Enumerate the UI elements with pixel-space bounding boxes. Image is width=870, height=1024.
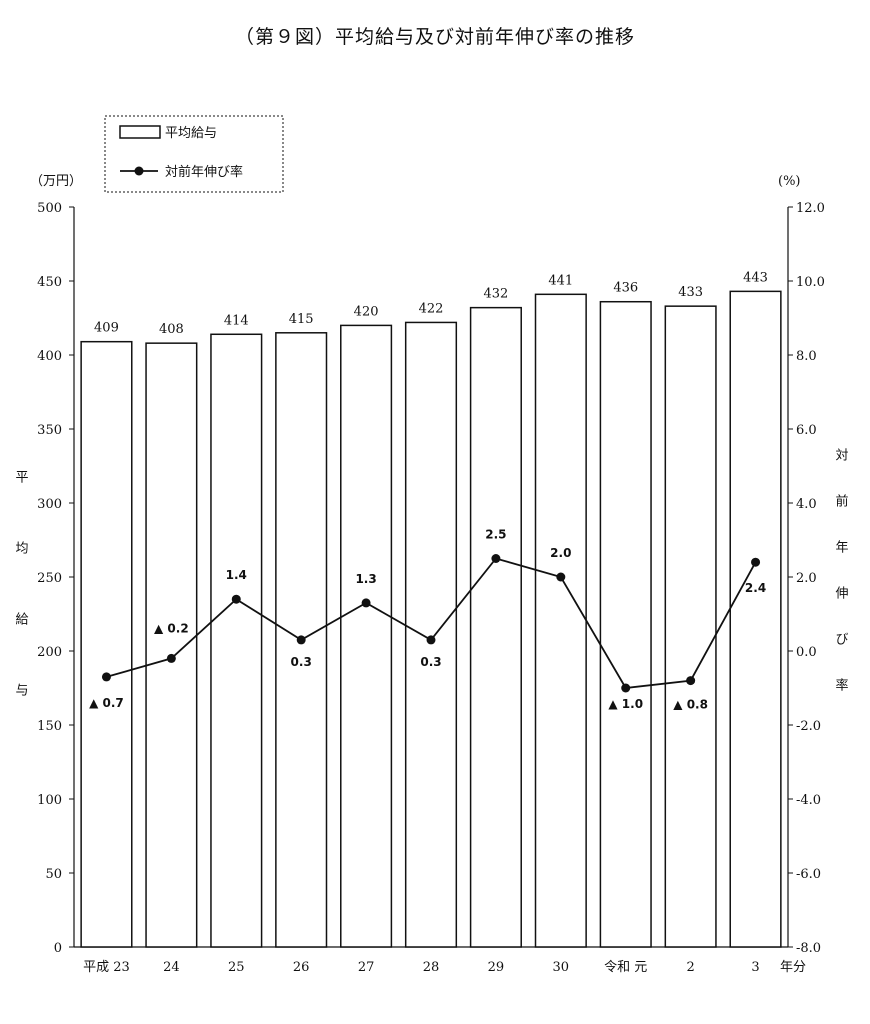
growth-value-label: 0.3 bbox=[420, 655, 441, 669]
bar-value-label: 443 bbox=[743, 270, 768, 285]
x-tick-label: 26 bbox=[293, 960, 310, 975]
right-tick-label: -2.0 bbox=[796, 719, 821, 734]
right-tick-label: 8.0 bbox=[796, 349, 817, 364]
growth-point bbox=[361, 598, 371, 608]
right-tick-label: -4.0 bbox=[796, 793, 821, 808]
growth-value-label: 1.4 bbox=[226, 568, 247, 582]
x-tick-label: 30 bbox=[553, 960, 570, 975]
bar-value-label: 415 bbox=[289, 312, 314, 327]
growth-point bbox=[556, 572, 566, 582]
growth-value-label: 1.3 bbox=[355, 572, 376, 586]
bars: 409 408 414 415 420 422 432 441 436 433 443 bbox=[80, 270, 782, 948]
x-tick-label: 2 bbox=[686, 960, 694, 975]
left-tick-label: 350 bbox=[37, 423, 62, 438]
growth-line: ▲ 0.7 ▲ 0.2 1.4 0.3 1.3 0.3 2.5 2.0 ▲ 1.0 ▲ 0.8 2.… bbox=[89, 528, 766, 712]
right-tick-label: 2.0 bbox=[796, 571, 817, 586]
left-axis-unit: （万円） bbox=[30, 174, 82, 189]
bar bbox=[534, 293, 587, 948]
growth-point bbox=[686, 676, 696, 686]
growth-value-label: ▲ 0.8 bbox=[673, 698, 708, 712]
growth-point bbox=[101, 672, 111, 682]
growth-value-label: 2.4 bbox=[745, 581, 766, 595]
bar-value-label: 441 bbox=[548, 273, 573, 288]
growth-point bbox=[426, 635, 436, 645]
legend-box bbox=[104, 115, 284, 193]
bar-value-label: 409 bbox=[94, 321, 119, 336]
x-tick-label: 24 bbox=[163, 960, 180, 975]
growth-value-label: ▲ 0.7 bbox=[89, 696, 124, 710]
left-tick-label: 200 bbox=[37, 645, 62, 660]
left-tick-label: 100 bbox=[37, 793, 62, 808]
growth-point bbox=[231, 594, 241, 604]
bar-value-label: 420 bbox=[354, 304, 379, 319]
growth-point bbox=[751, 557, 761, 567]
right-tick-label: 12.0 bbox=[796, 201, 825, 216]
left-tick-label: 0 bbox=[54, 941, 62, 956]
left-tick-label: 400 bbox=[37, 349, 62, 364]
legend-line-marker bbox=[134, 166, 144, 176]
right-tick-label: 10.0 bbox=[796, 275, 825, 290]
left-tick-label: 450 bbox=[37, 275, 62, 290]
bar bbox=[729, 290, 782, 948]
bar bbox=[664, 305, 717, 948]
growth-point bbox=[491, 554, 501, 563]
right-tick-label: 6.0 bbox=[796, 423, 817, 438]
growth-value-label: 2.0 bbox=[550, 546, 571, 560]
bar bbox=[145, 342, 198, 948]
bar bbox=[469, 306, 522, 948]
bar-value-label: 414 bbox=[224, 313, 249, 328]
x-tick-label: 29 bbox=[488, 960, 505, 975]
bar-value-label: 433 bbox=[678, 285, 703, 300]
left-tick-label: 250 bbox=[37, 571, 62, 586]
x-tick-label: 平成 23 bbox=[83, 960, 130, 975]
growth-value-label: 0.3 bbox=[291, 655, 312, 669]
bar-value-label: 422 bbox=[419, 301, 444, 316]
bar bbox=[599, 300, 652, 948]
bar-value-label: 432 bbox=[483, 287, 508, 302]
growth-point bbox=[166, 653, 176, 663]
left-tick-label: 50 bbox=[45, 867, 62, 882]
chart-title: （第９図）平均給与及び対前年伸び率の推移 bbox=[234, 26, 635, 48]
x-tick-label: 25 bbox=[228, 960, 245, 975]
left-axis-label: 平均給与 bbox=[13, 470, 29, 754]
axes: 0 50 100 150 200 250 300 350 400 450 500 -8.0 -6.0 -4… bbox=[13, 174, 849, 975]
x-tick-label: 令和 元 bbox=[604, 960, 647, 975]
right-axis-label: 対前年伸び率 bbox=[833, 448, 849, 724]
left-tick-label: 300 bbox=[37, 497, 62, 512]
right-tick-label: -8.0 bbox=[796, 941, 821, 956]
growth-value-label: ▲ 0.2 bbox=[154, 621, 189, 635]
x-tick-label: 27 bbox=[358, 960, 375, 975]
right-tick-label: 4.0 bbox=[796, 497, 817, 512]
x-axis-unit: 年分 bbox=[780, 960, 806, 975]
right-tick-label: -6.0 bbox=[796, 867, 821, 882]
legend-line-label: 対前年伸び率 bbox=[165, 164, 243, 180]
growth-value-label: 2.5 bbox=[485, 528, 506, 542]
growth-point bbox=[621, 683, 631, 693]
bar bbox=[340, 324, 393, 948]
growth-point bbox=[296, 635, 306, 645]
bar bbox=[210, 333, 263, 948]
growth-value-label: ▲ 1.0 bbox=[608, 697, 643, 711]
right-tick-label: 0.0 bbox=[796, 645, 817, 660]
right-axis-unit: (%) bbox=[778, 174, 801, 189]
legend-bar-label: 平均給与 bbox=[165, 126, 217, 141]
legend-bar-swatch bbox=[119, 125, 161, 139]
bar-value-label: 436 bbox=[613, 281, 638, 296]
x-tick-label: 3 bbox=[751, 960, 759, 975]
left-tick-label: 500 bbox=[37, 201, 62, 216]
bar-value-label: 408 bbox=[159, 322, 184, 337]
bar bbox=[404, 321, 458, 948]
bar bbox=[80, 340, 133, 948]
left-tick-label: 150 bbox=[37, 719, 62, 734]
x-tick-label: 28 bbox=[423, 960, 440, 975]
